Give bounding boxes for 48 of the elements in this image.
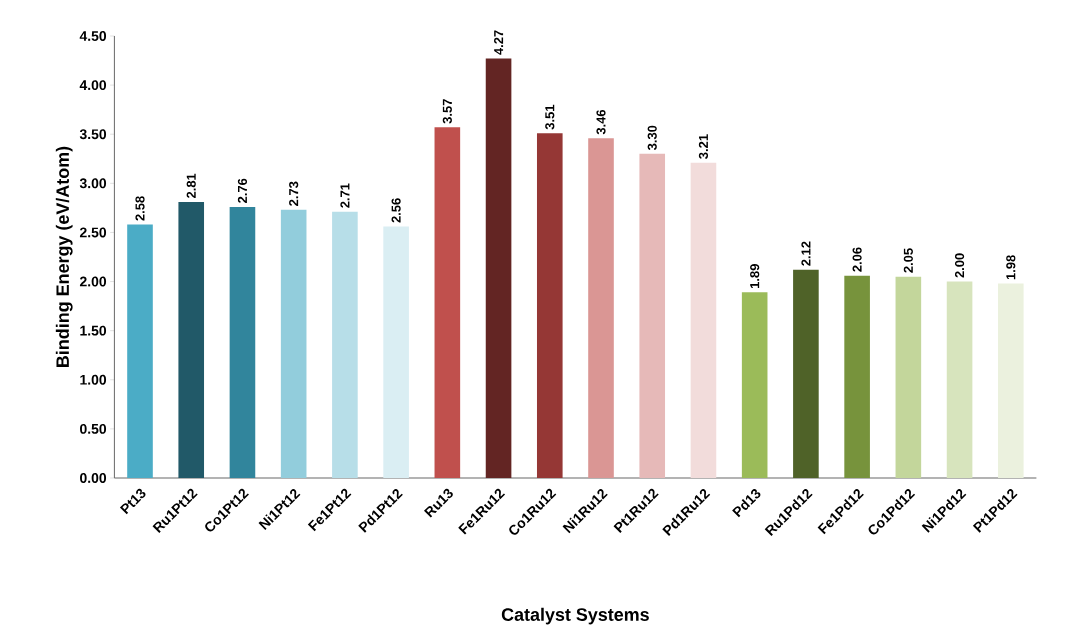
bar [127, 224, 153, 478]
data-label: 4.27 [494, 30, 504, 55]
data-label: 3.30 [647, 125, 657, 151]
data-label: 2.00 [954, 253, 965, 278]
y-tick-label: 3.00 [79, 178, 107, 189]
bar [178, 201, 205, 478]
data-label: 3.46 [596, 109, 606, 135]
data-label: 1.89 [750, 264, 760, 289]
bar [383, 226, 409, 478]
data-label: 2.58 [135, 196, 145, 221]
y-tick-label: 4.50 [79, 31, 107, 41]
bar [536, 133, 563, 478]
y-tick-label: 1.00 [80, 374, 107, 385]
y-tick-label: 4.00 [79, 80, 107, 91]
y-tick-label: 2.50 [79, 227, 107, 238]
bar [229, 206, 256, 478]
x-axis-title: Catalyst Systems [501, 607, 649, 625]
data-label: 3.57 [442, 99, 452, 124]
bar [332, 211, 358, 478]
bar [690, 162, 717, 478]
data-label: 2.81 [186, 173, 196, 199]
data-label: 2.73 [289, 181, 299, 206]
y-tick-label: 1.50 [80, 325, 107, 336]
bar [434, 127, 461, 478]
y-tick-label: 0.50 [80, 423, 107, 434]
bar [844, 275, 870, 478]
bar [997, 283, 1024, 478]
data-label: 2.56 [391, 198, 401, 223]
data-label: 2.12 [801, 241, 811, 266]
data-label: 3.51 [545, 104, 555, 130]
data-label: 2.76 [237, 178, 248, 203]
data-label: 3.21 [698, 134, 709, 159]
bar [485, 58, 512, 478]
bar [793, 269, 819, 478]
y-tick-label: 2.00 [79, 276, 107, 287]
y-axis-title: Binding Energy (eV/Atom) [55, 146, 73, 367]
data-label: 2.71 [340, 183, 350, 208]
y-tick-label: 3.50 [79, 129, 107, 140]
data-label: 2.06 [852, 247, 862, 272]
bar [946, 281, 973, 478]
bar [639, 153, 666, 478]
bar [895, 276, 922, 478]
bar [741, 292, 768, 478]
data-label: 1.98 [1006, 255, 1016, 280]
y-tick-label: 0.00 [80, 473, 107, 483]
bar [280, 209, 307, 478]
data-label: 2.05 [903, 248, 913, 273]
bar [588, 138, 614, 478]
